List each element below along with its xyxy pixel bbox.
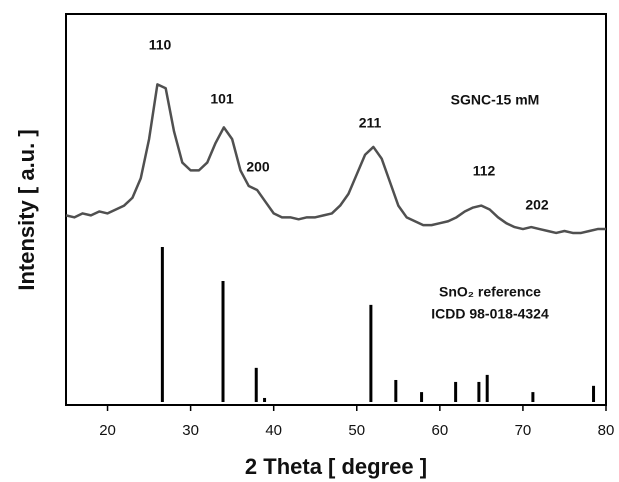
plot-frame — [65, 13, 607, 406]
x-tick-label: 80 — [598, 422, 615, 439]
peak-label: 202 — [525, 197, 549, 213]
peak-label: 110 — [149, 37, 172, 53]
peak-label: 211 — [359, 115, 382, 131]
x-tick-label: 30 — [182, 422, 199, 439]
x-tick-label: 60 — [432, 422, 449, 439]
sample-label: SGNC-15 mM — [451, 92, 540, 108]
x-tick-label: 40 — [265, 422, 282, 439]
reference-source: ICDD 98-018-4324 — [431, 306, 549, 322]
x-tick-label: 20 — [99, 422, 116, 439]
y-axis-title: Intensity [ a.u. ] — [14, 129, 39, 290]
x-axis-title: 2 Theta [ degree ] — [245, 454, 427, 479]
x-tick-label: 70 — [515, 422, 532, 439]
x-tick-label: 50 — [348, 422, 365, 439]
peak-label: 200 — [246, 159, 270, 175]
pattern-line — [65, 83, 606, 235]
peak-label: 112 — [473, 163, 496, 179]
peak-label: 101 — [210, 91, 234, 107]
reference-label: SnO₂ reference — [439, 284, 541, 300]
